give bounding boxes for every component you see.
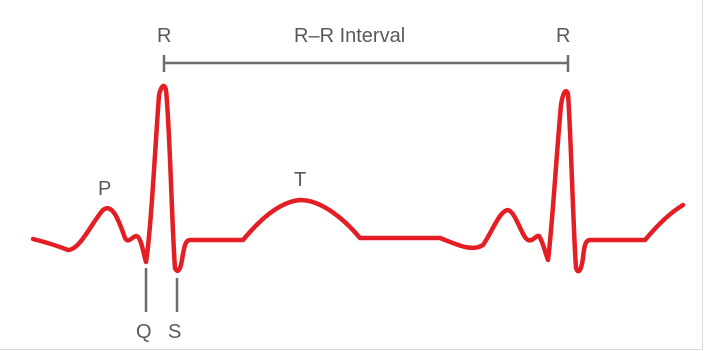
r-label-right: R	[556, 25, 570, 47]
rr-interval-label: R–R Interval	[294, 25, 405, 47]
p-wave-label: P	[98, 178, 111, 200]
r-label-left: R	[157, 25, 171, 47]
t-wave-label: T	[294, 169, 306, 191]
q-label: Q	[136, 321, 152, 343]
ecg-waveform	[30, 83, 686, 274]
rr-interval-bracket	[162, 55, 570, 72]
s-label: S	[168, 321, 181, 343]
